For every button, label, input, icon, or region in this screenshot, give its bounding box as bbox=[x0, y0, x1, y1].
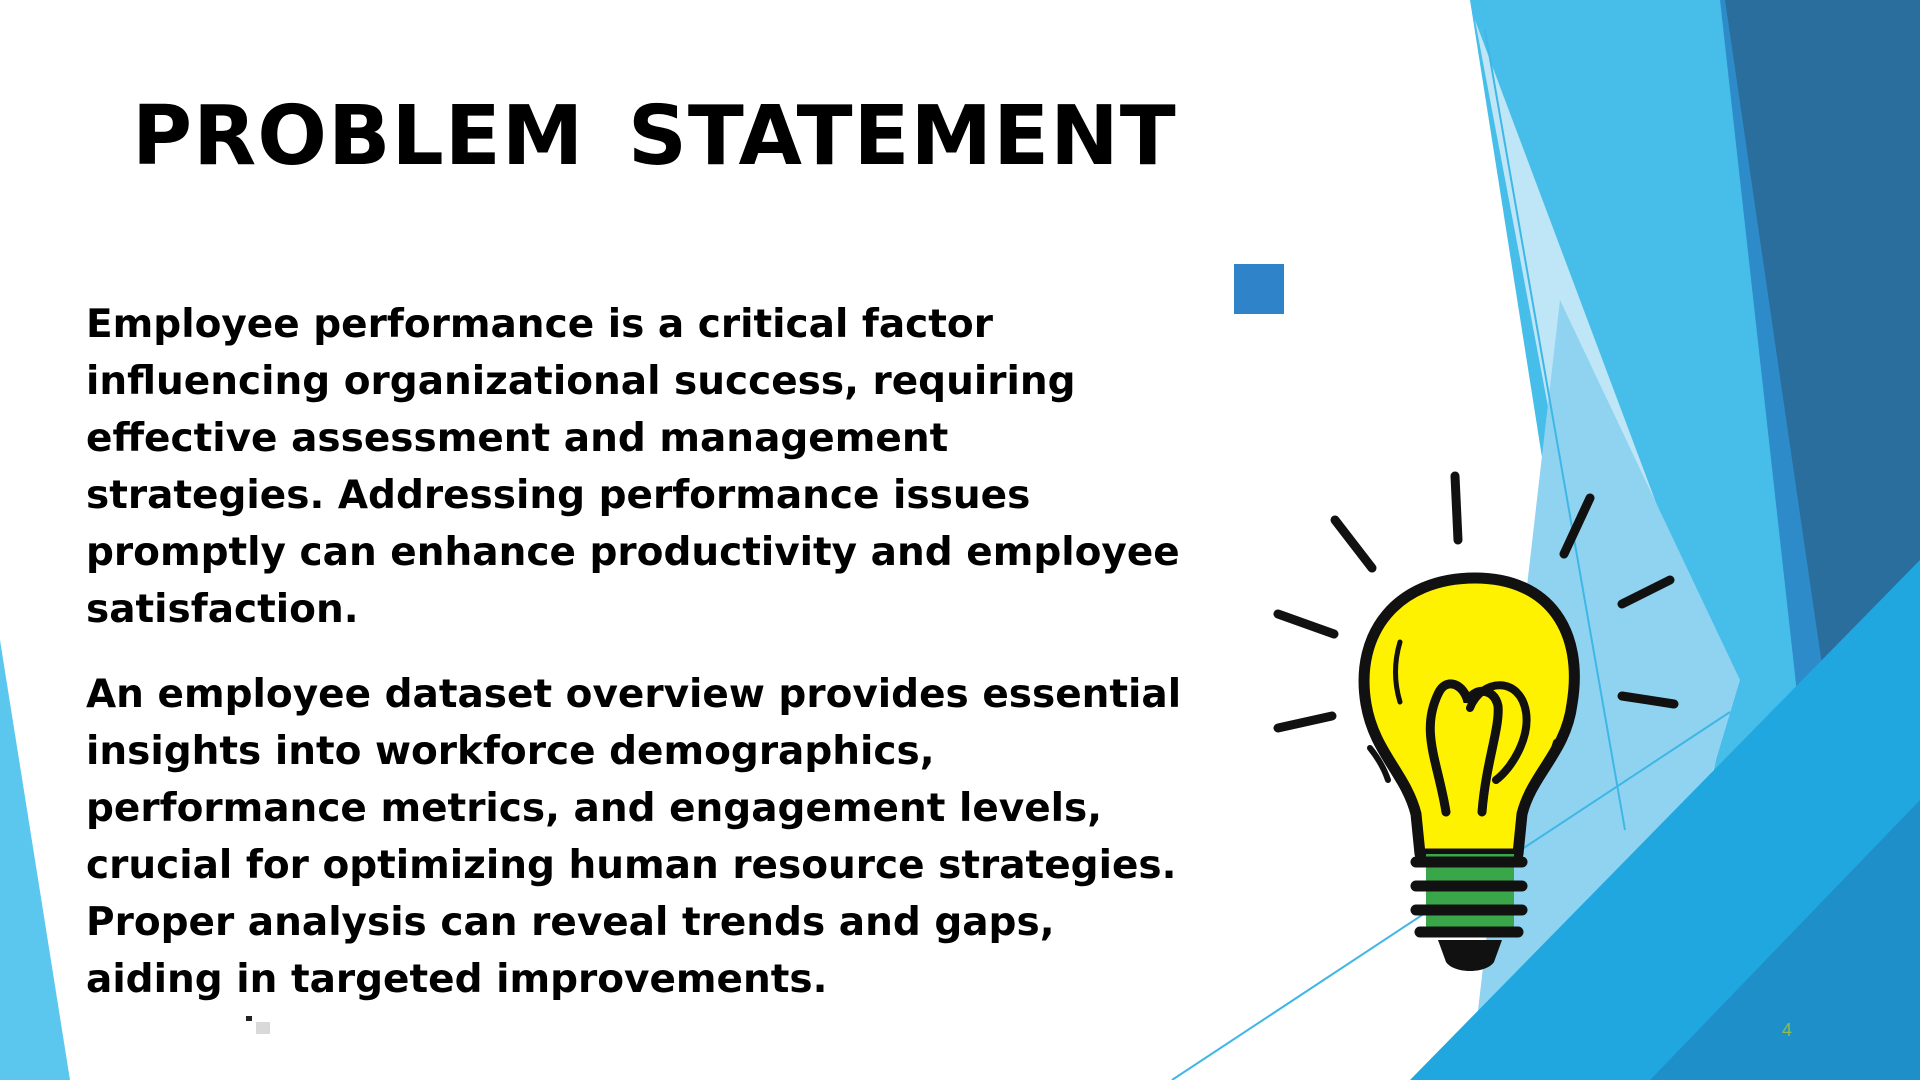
slide-body: Employee performance is a critical facto… bbox=[86, 296, 1196, 1036]
lightbulb-icon bbox=[1273, 471, 1679, 971]
bg-thin-line-1 bbox=[1484, 29, 1626, 831]
page-number: 4 bbox=[1782, 1020, 1793, 1040]
bg-panel-dark bbox=[1725, 0, 1920, 720]
bg-left-wedge bbox=[0, 640, 70, 1080]
paragraph-dataset-overview: An employee dataset overview provides es… bbox=[86, 672, 1182, 1002]
slide-title: PROBLEM STATEMENT bbox=[132, 89, 1177, 184]
paragraph-performance: Employee performance is a critical facto… bbox=[86, 302, 1180, 632]
bg-panel-corner-deep bbox=[1650, 800, 1920, 1080]
accent-square bbox=[1234, 264, 1284, 314]
corner-mark-icon bbox=[246, 1016, 270, 1034]
